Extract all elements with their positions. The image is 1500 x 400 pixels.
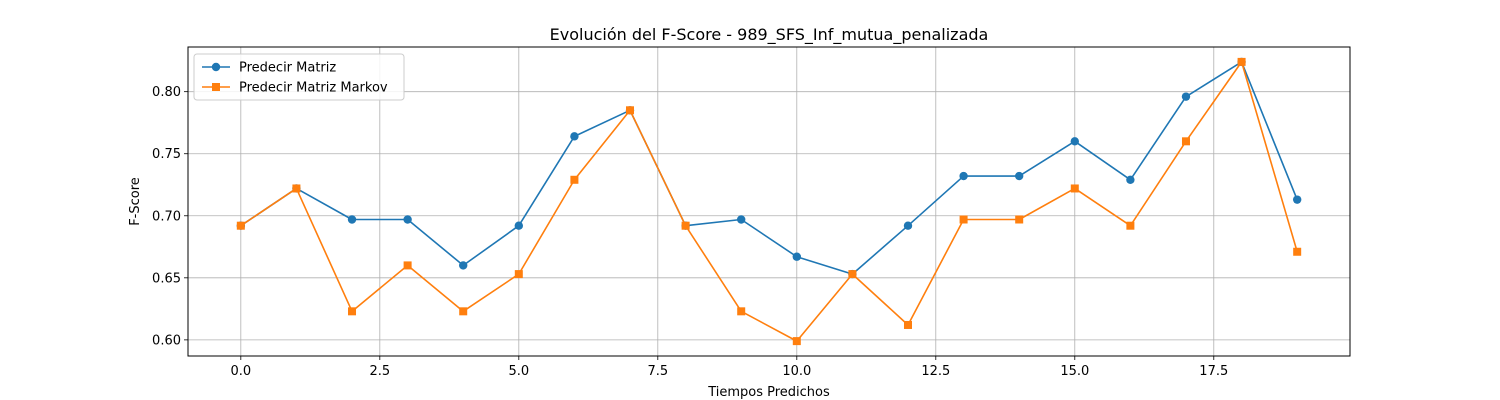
data-point [1014, 171, 1024, 181]
data-point [514, 221, 524, 230]
x-tick-label: 7.5 [647, 364, 668, 379]
data-point [348, 307, 357, 316]
data-point [959, 171, 968, 181]
data-point [903, 221, 913, 230]
data-point [737, 215, 746, 224]
data-point [1181, 137, 1190, 146]
data-point [903, 320, 912, 329]
series-2 [236, 57, 1302, 346]
legend-label: Predecir Matriz Markov [239, 81, 388, 96]
x-tick-label: 17.5 [1199, 364, 1228, 379]
x-tick-label: 0.0 [230, 364, 251, 379]
data-point [347, 215, 357, 224]
data-point [959, 215, 968, 224]
data-point [236, 221, 245, 230]
data-point [459, 261, 468, 270]
series-line [240, 61, 1298, 275]
y-axis-label: F-Score [128, 177, 143, 226]
y-tick-label: 0.80 [152, 85, 181, 100]
data-point [514, 270, 523, 279]
y-tick-label: 0.70 [152, 209, 181, 224]
series-1 [236, 57, 1302, 279]
x-axis-label: Tiempos Predichos [707, 385, 830, 400]
legend-item: Predecir Matriz [202, 61, 336, 76]
data-point [1070, 184, 1079, 193]
data-point [570, 175, 579, 184]
data-point [1126, 221, 1135, 230]
data-point [1237, 57, 1246, 66]
x-tick-label: 5.0 [508, 364, 529, 379]
data-point [1292, 195, 1302, 204]
data-point [792, 337, 801, 346]
x-tick-label: 10.0 [782, 364, 811, 379]
legend-item: Predecir Matriz Markov [202, 81, 388, 96]
data-point [570, 132, 579, 141]
data-point [1293, 247, 1302, 256]
data-point [459, 307, 468, 316]
data-point [792, 252, 801, 261]
legend: Predecir Matriz Predecir Matriz Markov [193, 53, 405, 101]
data-point [1015, 215, 1024, 224]
x-axis-ticks: 0.0 2.5 5.0 7.5 10.0 12.5 15.0 17.5 [230, 356, 1228, 379]
series-layer [236, 57, 1302, 346]
legend-box [193, 53, 405, 101]
data-point [681, 221, 690, 230]
data-point [292, 184, 301, 193]
legend-marker [212, 83, 220, 91]
data-point [403, 261, 412, 270]
y-tick-label: 0.75 [152, 147, 181, 162]
data-point [403, 215, 412, 224]
data-point [1126, 175, 1135, 184]
data-point [848, 270, 857, 279]
x-tick-label: 15.0 [1060, 364, 1089, 379]
grid [188, 47, 1350, 356]
series-line [240, 61, 1298, 342]
plot-frame [187, 46, 1351, 357]
y-tick-label: 0.60 [152, 333, 181, 348]
data-point [626, 106, 635, 115]
x-tick-label: 2.5 [369, 364, 390, 379]
data-point [1181, 92, 1191, 101]
y-axis-ticks: 0.60 0.65 0.70 0.75 0.80 [152, 85, 188, 348]
legend-label: Predecir Matriz [239, 61, 336, 76]
chart-title: Evolución del F-Score - 989_SFS_Inf_mutu… [550, 25, 989, 45]
x-tick-label: 12.5 [921, 364, 950, 379]
data-point [1070, 137, 1079, 146]
legend-marker [211, 62, 221, 72]
y-tick-label: 0.65 [152, 271, 181, 286]
data-point [737, 307, 746, 316]
